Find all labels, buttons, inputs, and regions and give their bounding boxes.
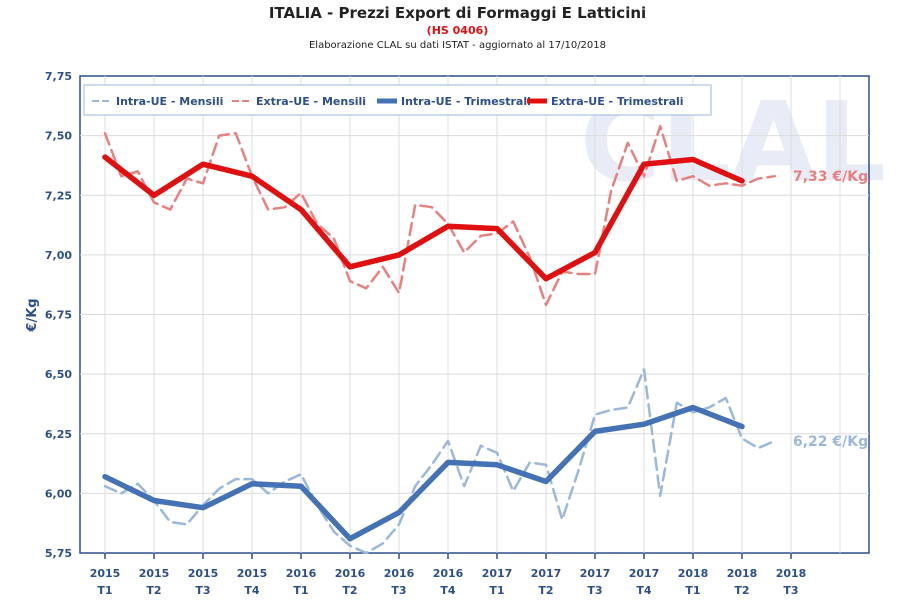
- x-tick-quarter: T4: [440, 584, 456, 597]
- intra-ue-end-label: 6,22 €/Kg: [793, 434, 868, 450]
- x-tick-year: 2017: [629, 567, 660, 580]
- y-tick-label: 7,50: [45, 130, 72, 143]
- y-tick-label: 6,00: [45, 487, 72, 500]
- x-tick-year: 2016: [335, 567, 366, 580]
- x-tick-year: 2018: [776, 567, 807, 580]
- legend-label: Intra-UE - Trimestrali: [401, 95, 531, 108]
- x-tick-quarter: T1: [97, 584, 112, 597]
- legend-item-extra-monthly[interactable]: Extra-UE - Mensili: [232, 95, 366, 108]
- y-tick-label: 7,25: [45, 189, 72, 202]
- legend-box: [83, 84, 712, 116]
- x-tick-quarter: T2: [146, 584, 161, 597]
- x-tick-quarter: T2: [538, 584, 553, 597]
- y-axis-label: €/Kg: [25, 298, 40, 332]
- legend: Intra-UE - Mensili Extra-UE - Mensili Intr…: [83, 84, 712, 116]
- x-tick-year: 2017: [531, 567, 562, 580]
- extra-ue-end-label: 7,33 €/Kg: [793, 169, 868, 185]
- x-tick-quarter: T3: [195, 584, 210, 597]
- intra-ue-quarterly-line: [102, 404, 745, 542]
- x-tick-quarter: T3: [783, 584, 798, 597]
- legend-item-intra-monthly[interactable]: Intra-UE - Mensili: [92, 95, 223, 108]
- y-tick-label: 6,50: [45, 368, 72, 381]
- legend-label: Extra-UE - Trimestrali: [551, 95, 684, 108]
- x-axis-ticks: 2015 T1 2015 T2 2015 T3 2015 T4 2016 T1 2016 T2 2016…: [90, 553, 807, 597]
- x-tick-year: 2016: [286, 567, 317, 580]
- legend-label: Intra-UE - Mensili: [116, 95, 223, 108]
- y-tick-label: 6,75: [45, 309, 72, 322]
- x-tick-year: 2017: [580, 567, 611, 580]
- x-tick-year: 2015: [188, 567, 219, 580]
- legend-item-intra-quarterly[interactable]: Intra-UE - Trimestrali: [377, 95, 531, 108]
- intra-ue-monthly-line: [103, 368, 777, 555]
- x-tick-year: 2016: [433, 567, 464, 580]
- source-note: Elaborazione CLAL su dati ISTAT - aggior…: [308, 40, 607, 51]
- x-tick-year: 2016: [384, 567, 415, 580]
- x-tick-quarter: T2: [734, 584, 749, 597]
- x-tick-year: 2018: [727, 567, 758, 580]
- x-tick-year: 2015: [90, 567, 121, 580]
- extra-ue-quarterly-line: [102, 154, 745, 282]
- x-tick-quarter: T1: [685, 584, 700, 597]
- x-tick-year: 2015: [139, 567, 170, 580]
- y-tick-label: 5,75: [45, 547, 72, 560]
- x-tick-year: 2017: [482, 567, 513, 580]
- y-tick-label: 7,75: [45, 70, 72, 83]
- x-tick-quarter: T2: [342, 584, 357, 597]
- x-tick-quarter: T1: [489, 584, 504, 597]
- gridlines: [80, 76, 869, 553]
- y-tick-label: 7,00: [45, 249, 72, 262]
- y-axis-ticks: 7,75 7,50 7,25 7,00 6,75 6,50 6,25 6,00 5,75: [45, 70, 72, 560]
- x-tick-quarter: T3: [587, 584, 602, 597]
- end-labels: 7,33 €/Kg 6,22 €/Kg: [793, 169, 868, 450]
- x-tick-quarter: T3: [391, 584, 406, 597]
- x-tick-quarter: T1: [293, 584, 308, 597]
- legend-item-extra-quarterly[interactable]: Extra-UE - Trimestrali: [527, 95, 684, 108]
- series-lines: [102, 124, 777, 555]
- hs-code-subtitle: (HS 0406): [426, 24, 489, 37]
- x-tick-year: 2015: [237, 567, 268, 580]
- extra-ue-monthly-line: [103, 124, 777, 307]
- chart-title: ITALIA - Prezzi Export di Formaggi E Lat…: [268, 4, 647, 22]
- x-tick-quarter: T4: [636, 584, 652, 597]
- y-tick-label: 6,25: [45, 428, 72, 441]
- legend-label: Extra-UE - Mensili: [256, 95, 366, 108]
- x-tick-year: 2018: [678, 567, 709, 580]
- x-tick-quarter: T4: [244, 584, 260, 597]
